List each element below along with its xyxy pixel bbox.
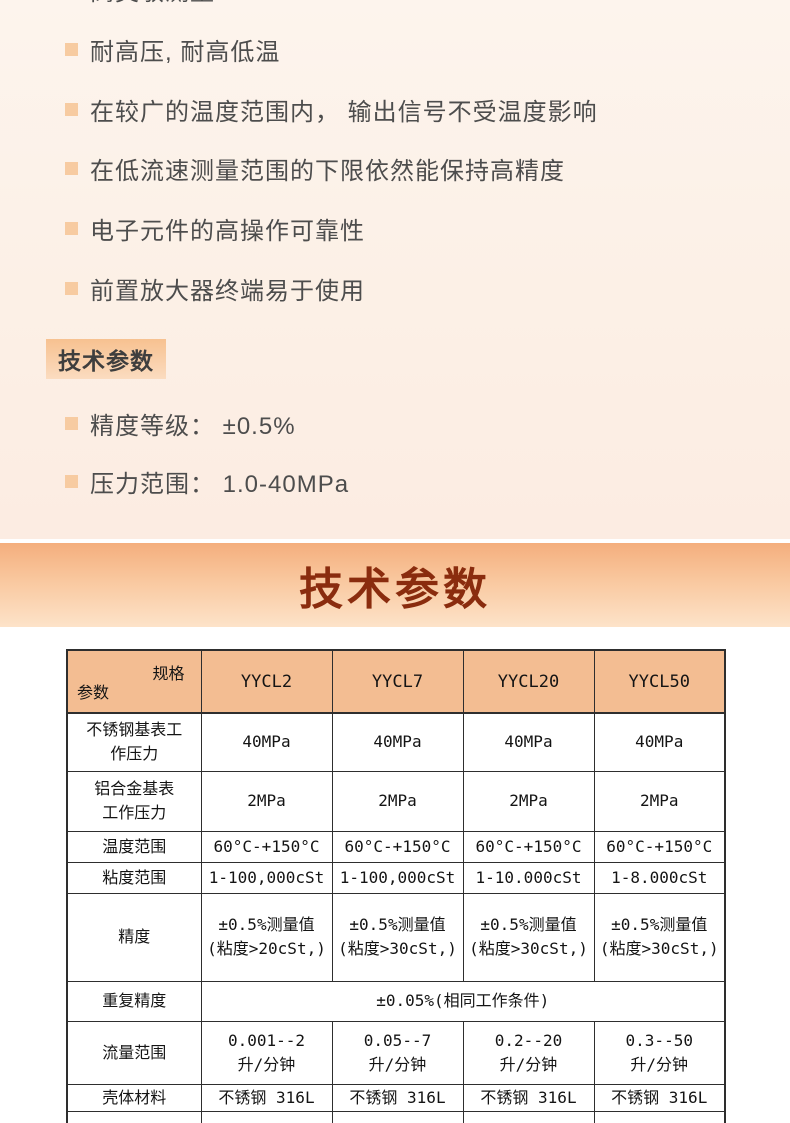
cell-value: ±0.5%测量值 (粘度>30cSt,): [331, 892, 464, 982]
table-row: 重复精度 ±0.05%(相同工作条件): [66, 980, 726, 1022]
cell-value: 2MPa: [462, 770, 595, 832]
cell-value: 0.05--7 升/分钟: [331, 1020, 464, 1085]
list-item: 高灵敏测量: [0, 0, 790, 20]
table-row: 精度 ±0.5%测量值 (粘度>20cSt,) ±0.5%测量值 (粘度>30c…: [66, 892, 726, 982]
corner-param-label: 参数: [77, 683, 110, 702]
cell-value: 1-8.000cSt: [593, 861, 726, 894]
square-bullet-icon: [65, 416, 78, 430]
section-title: 技术参数: [299, 565, 491, 614]
list-item: 压力范围： 1.0-40MPa: [0, 452, 790, 510]
spec-table: 规格 参数 YYCL2 YYCL7 YYCL20 YYCL50 不锈钢基表工 作…: [66, 649, 726, 1123]
cell-value: 0.2--20 升/分钟: [462, 1020, 595, 1085]
cell-value: 60°C-+150°C: [331, 830, 464, 863]
cell-value: 60°C-+150°C: [593, 830, 726, 863]
row-label: 不锈钢基表工 作压力: [66, 712, 202, 772]
cell-value: 40MPa: [331, 712, 464, 772]
cell-value: 1-100,000cSt: [331, 861, 464, 894]
spec-list: 精度等级： ±0.5% 压力范围： 1.0-40MPa: [0, 394, 790, 510]
row-label: 粘度范围: [66, 861, 202, 894]
cell-value: 1-100,000cSt: [200, 861, 333, 894]
row-label: 重复精度: [66, 980, 202, 1022]
list-item: 精度等级： ±0.5%: [0, 394, 790, 452]
table-corner-cell: 规格 参数: [66, 649, 202, 714]
feature-text: 高灵敏测量: [90, 0, 215, 7]
feature-list: 高灵敏测量 耐高压, 耐高低温 在较广的温度范围内， 输出信号不受温度影响 在低…: [0, 0, 790, 318]
square-bullet-icon: [65, 43, 78, 57]
list-item: 前置放大器终端易于使用: [0, 258, 790, 318]
row-label: 温度范围: [66, 830, 202, 863]
feature-text: 耐高压, 耐高低温: [90, 39, 281, 67]
square-bullet-icon: [65, 102, 78, 116]
square-bullet-icon: [65, 162, 78, 176]
spec-text: 压力范围： 1.0-40MPa: [90, 470, 350, 498]
cell-value: 0.001--2 升/分钟: [200, 1020, 333, 1085]
cell-value: 2MPa: [331, 770, 464, 832]
cell-value: 60°C-+150°C: [200, 830, 333, 863]
cell-value: ±0.5%测量值 (粘度>20cSt,): [200, 892, 333, 982]
cell-value: 0.3--50 升/分钟: [593, 1020, 726, 1085]
cell-value: 不锈钢 316L: [462, 1083, 595, 1112]
column-header: YYCL7: [331, 649, 464, 714]
cell-value: 不锈钢 316L: [200, 1083, 333, 1112]
cell-value: 2MPa: [200, 770, 333, 832]
table-row: 温度范围 60°C-+150°C 60°C-+150°C 60°C-+150°C…: [66, 830, 726, 863]
cell-value: 40MPa: [462, 712, 595, 772]
feature-text: 在较广的温度范围内， 输出信号不受温度影响: [90, 98, 598, 126]
cell-value: 2MPa: [593, 770, 726, 832]
cell-value: ±0.5%测量值 (粘度>30cSt,): [462, 892, 595, 982]
row-label: 壳体材料: [66, 1083, 202, 1112]
square-bullet-icon: [65, 474, 78, 488]
column-header: YYCL50: [593, 649, 726, 714]
table-row: 粘度范围 1-100,000cSt 1-100,000cSt 1-10.000c…: [66, 861, 726, 894]
cell-value: 不锈钢 316L: [331, 1083, 464, 1112]
tech-params-inline-label: 技术参数: [46, 339, 166, 379]
table-row: 壳体材料 不锈钢 316L 不锈钢 316L 不锈钢 316L 不锈钢 316L: [66, 1083, 726, 1112]
feature-text: 电子元件的高操作可靠性: [90, 218, 365, 246]
list-item: 在低流速测量范围的下限依然能保持高精度: [0, 139, 790, 199]
row-label: 铝合金基表 工作压力: [66, 770, 202, 832]
square-bullet-icon: [65, 222, 78, 236]
cell-value: 60°C-+150°C: [462, 830, 595, 863]
cell-value: ±0.5%测量值 (粘度>30cSt,): [593, 892, 726, 982]
feature-text: 前置放大器终端易于使用: [90, 277, 365, 305]
cell-value-spanning: ±0.05%(相同工作条件): [200, 980, 726, 1022]
list-item: 在较广的温度范围内， 输出信号不受温度影响: [0, 79, 790, 139]
table-row: 不锈钢基表工 作压力 40MPa 40MPa 40MPa 40MPa: [66, 712, 726, 772]
cell-value: 1-10.000cSt: [462, 861, 595, 894]
corner-spec-label: 规格: [152, 664, 185, 683]
row-label: 精度: [66, 892, 202, 982]
list-item: 电子元件的高操作可靠性: [0, 199, 790, 259]
list-item: 耐高压, 耐高低温: [0, 20, 790, 80]
column-header: YYCL2: [200, 649, 333, 714]
cell-value: 40MPa: [200, 712, 333, 772]
cell-value: 40MPa: [593, 712, 726, 772]
feature-text: 在低流速测量范围的下限依然能保持高精度: [90, 158, 565, 186]
spec-text: 精度等级： ±0.5%: [90, 412, 296, 440]
table-header-row: 规格 参数 YYCL2 YYCL7 YYCL20 YYCL50: [66, 649, 726, 714]
square-bullet-icon: [65, 281, 78, 295]
column-header: YYCL20: [462, 649, 595, 714]
cell-value: 不锈钢 316L: [593, 1083, 726, 1112]
row-label: 流量范围: [66, 1020, 202, 1085]
table-row-clipped: [66, 1110, 726, 1123]
section-banner: 技术参数: [0, 543, 790, 627]
table-row: 流量范围 0.001--2 升/分钟 0.05--7 升/分钟 0.2--20 …: [66, 1020, 726, 1085]
top-gradient-background: [0, 0, 790, 539]
table-row: 铝合金基表 工作压力 2MPa 2MPa 2MPa 2MPa: [66, 770, 726, 832]
